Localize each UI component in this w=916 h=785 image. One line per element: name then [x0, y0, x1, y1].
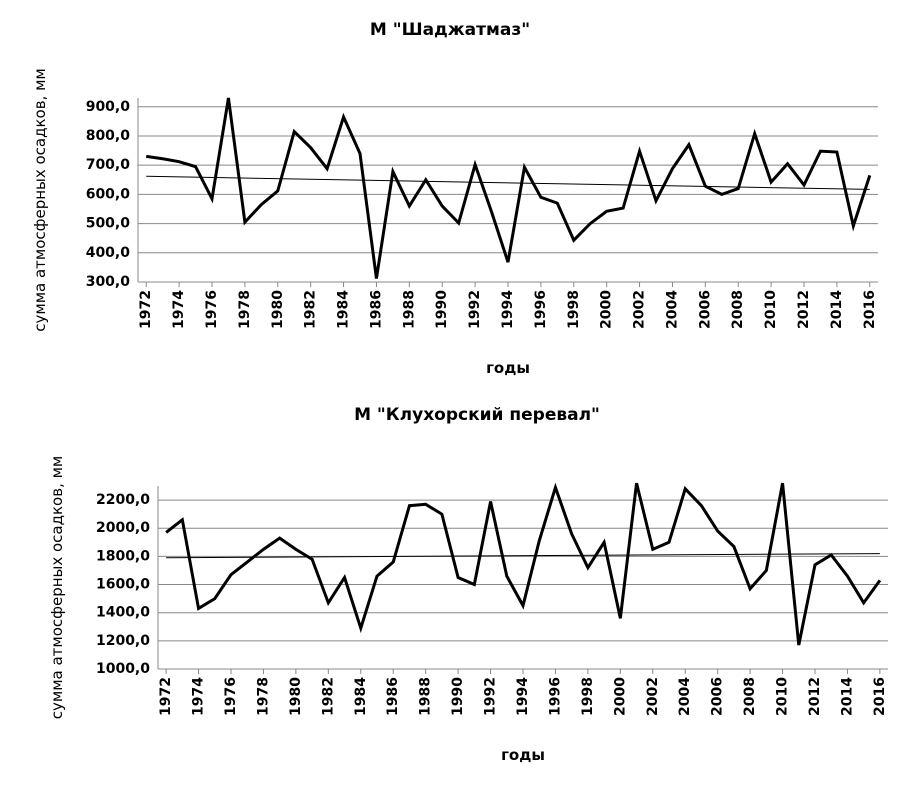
x-tick-label: 1974 — [171, 290, 187, 329]
x-tick-label: 2000 — [599, 290, 615, 329]
y-tick-label: 2000,0 — [96, 520, 150, 536]
x-tick-label: 2004 — [677, 677, 693, 716]
x-tick-label: 1978 — [237, 290, 253, 329]
y-tick-label: 300,0 — [86, 274, 131, 290]
y-tick-label: 1400,0 — [96, 605, 150, 621]
x-tick-label: 2006 — [710, 677, 726, 716]
trend-line — [166, 553, 880, 559]
x-tick-label: 2008 — [742, 677, 758, 716]
x-tick-label: 1988 — [418, 677, 434, 716]
x-tick-label: 1988 — [401, 290, 417, 329]
y-tick-label: 1600,0 — [96, 577, 150, 593]
y-tick-label: 900,0 — [86, 99, 131, 115]
y-axis-label: сумма атмосферных осадков, мм — [31, 68, 49, 332]
x-tick-label: 1972 — [138, 290, 154, 329]
x-tick-label: 1974 — [191, 677, 207, 716]
x-tick-label: 1994 — [515, 677, 531, 716]
x-tick-label: 1984 — [353, 677, 369, 716]
x-tick-label: 1990 — [434, 290, 450, 329]
x-tick-label: 1984 — [336, 290, 352, 329]
x-tick-label: 1996 — [547, 677, 563, 716]
x-tick-label: 1990 — [450, 677, 466, 716]
data-line — [165, 482, 882, 646]
x-tick-label: 2012 — [796, 290, 812, 329]
x-tick-label: 1972 — [158, 677, 174, 716]
y-tick-label: 1000,0 — [96, 661, 150, 677]
x-tick-label: 2004 — [664, 290, 680, 329]
x-axis-label: годы — [501, 746, 545, 764]
x-tick-label: 2010 — [763, 290, 779, 329]
y-tick-label: 500,0 — [86, 216, 131, 232]
y-tick-label: 800,0 — [86, 128, 131, 144]
x-tick-label: 1998 — [580, 677, 596, 716]
y-tick-label: 600,0 — [86, 186, 131, 202]
x-tick-label: 2008 — [730, 290, 746, 329]
y-tick-label: 2200,0 — [96, 492, 150, 508]
x-tick-label: 1982 — [303, 290, 319, 329]
x-tick-label: 1978 — [255, 677, 271, 716]
x-tick-label: 2000 — [612, 677, 628, 716]
x-tick-label: 1986 — [385, 677, 401, 716]
x-tick-label: 1994 — [500, 290, 516, 329]
chart-title: М "Клухорский перевал" — [354, 405, 600, 425]
x-tick-label: 1980 — [270, 290, 286, 329]
x-axis-label: годы — [486, 359, 530, 377]
data-line — [146, 97, 872, 279]
x-tick-label: 2006 — [697, 290, 713, 329]
x-tick-label: 1992 — [467, 290, 483, 329]
chart-title: М "Шаджатмаз" — [370, 20, 530, 40]
y-tick-label: 700,0 — [86, 157, 131, 173]
y-axis-label: сумма атмосферных осадков, мм — [48, 456, 66, 720]
x-tick-label: 1992 — [483, 677, 499, 716]
x-tick-label: 1998 — [566, 290, 582, 329]
y-tick-label: 1200,0 — [96, 633, 150, 649]
x-tick-label: 2002 — [632, 290, 648, 329]
y-tick-label: 400,0 — [86, 245, 131, 261]
x-tick-label: 2016 — [872, 677, 888, 716]
x-tick-label: 1996 — [533, 290, 549, 329]
x-tick-label: 1982 — [320, 677, 336, 716]
x-tick-label: 1976 — [204, 290, 220, 329]
x-tick-label: 2016 — [862, 290, 878, 329]
x-tick-label: 2002 — [645, 677, 661, 716]
x-tick-label: 2014 — [829, 290, 845, 329]
x-tick-label: 2014 — [839, 677, 855, 716]
x-tick-label: 2012 — [807, 677, 823, 716]
y-tick-label: 1800,0 — [96, 548, 150, 564]
trend-line — [146, 175, 870, 190]
x-tick-label: 1980 — [288, 677, 304, 716]
x-tick-label: 2010 — [775, 677, 791, 716]
x-tick-label: 1976 — [223, 677, 239, 716]
x-tick-label: 1986 — [368, 290, 384, 329]
